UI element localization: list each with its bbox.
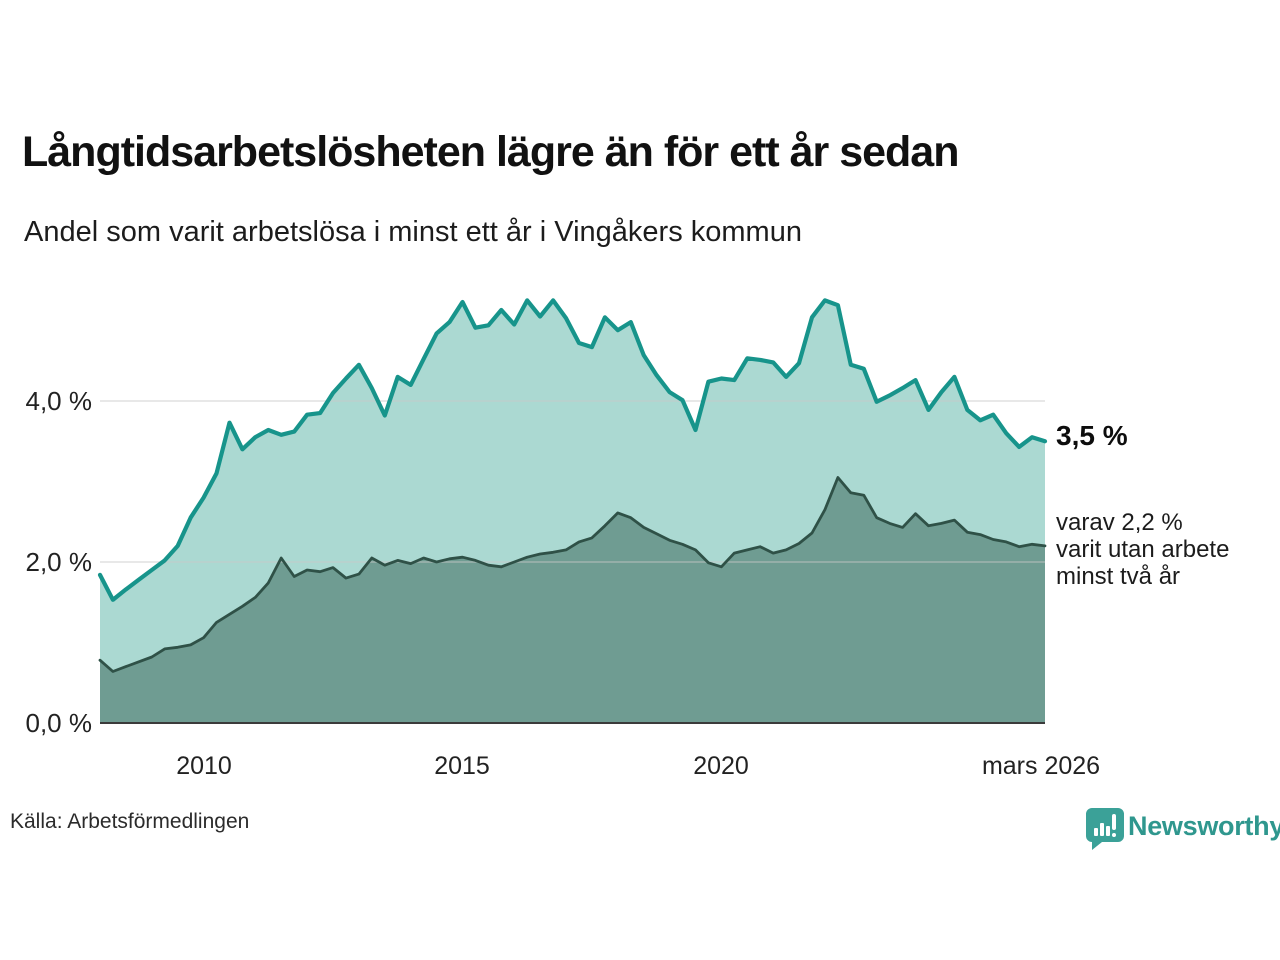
line-series-1 [97, 298, 1048, 602]
y-axis-tick-2: 2,0 % [25, 547, 93, 577]
x-axis-tick-2010: 2010 [176, 752, 232, 780]
series-end-label-two-years: varav 2,2 % varit utan arbete minst två … [1056, 509, 1229, 590]
newsworthy-logo: Newsworthy [1086, 804, 1280, 850]
x-axis-tick-2015: 2015 [434, 752, 490, 780]
x-axis-tick-2020: 2020 [693, 752, 749, 780]
newsworthy-logo-text: Newsworthy [1128, 811, 1280, 841]
area-series-2 [100, 477, 1045, 723]
annotation-line-1: varav 2,2 % [1056, 509, 1183, 536]
source-credit: Källa: Arbetsförmedlingen [10, 810, 250, 833]
annotation-line-2: varit utan arbete [1056, 536, 1230, 563]
page-subtitle: Andel som varit arbetslösa i minst ett å… [24, 216, 802, 248]
area-series-1 [100, 300, 1045, 723]
line-series-2 [98, 476, 1047, 673]
page-title: Långtidsarbetslösheten lägre än för ett … [22, 128, 959, 176]
newsworthy-logo-icon [1086, 808, 1124, 850]
y-axis-tick-0: 0,0 % [25, 708, 93, 738]
x-axis-tick-mars-2026: mars 2026 [981, 752, 1101, 780]
annotation-line-3: minst två år [1056, 563, 1181, 590]
series-end-label-one-year: 3,5 % [1056, 420, 1128, 451]
y-axis-tick-4: 4,0 % [25, 386, 93, 416]
